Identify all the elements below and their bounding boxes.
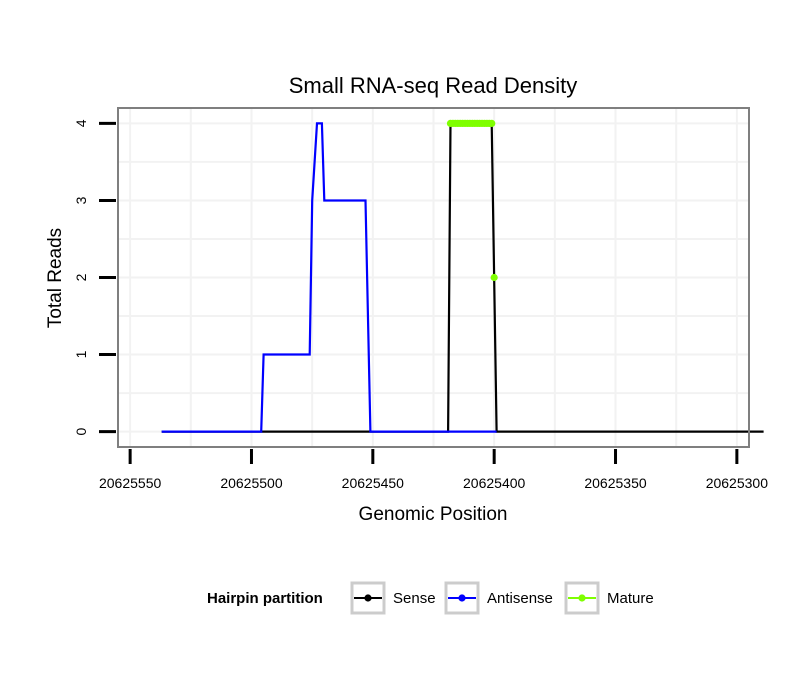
data-point-mature xyxy=(490,273,498,282)
x-tick-label: 20625350 xyxy=(584,475,647,491)
plot-panel xyxy=(118,108,749,447)
y-tick-label: 3 xyxy=(73,196,89,204)
panel-border xyxy=(117,107,750,448)
x-tick-label: 20625450 xyxy=(342,475,405,491)
x-tick-label: 20625500 xyxy=(220,475,283,491)
series-layer xyxy=(161,119,764,433)
legend: Hairpin partition Sense Antisense Mature xyxy=(207,581,654,615)
y-tick-label: 1 xyxy=(73,350,89,358)
chart-title: Small RNA-seq Read Density xyxy=(289,73,578,98)
x-tick-label: 20625550 xyxy=(99,475,162,491)
series-line-antisense xyxy=(161,122,497,433)
legend-title: Hairpin partition xyxy=(207,590,323,607)
y-tick-label: 0 xyxy=(73,427,89,435)
axes: 20625550 20625500 20625450 20625400 20625350… xyxy=(73,107,769,491)
legend-label-antisense: Antisense xyxy=(487,590,553,607)
legend-label-mature: Mature xyxy=(607,590,654,607)
y-tick-label: 4 xyxy=(73,119,89,127)
x-axis-title: Genomic Position xyxy=(359,504,508,525)
y-axis-title: Total Reads xyxy=(45,228,66,328)
x-tick-label: 20625400 xyxy=(463,475,526,491)
legend-key-point xyxy=(364,594,372,602)
x-tick-label: 20625300 xyxy=(706,475,769,491)
y-tick-label: 2 xyxy=(73,273,89,281)
data-point-mature xyxy=(488,119,496,128)
legend-key-point xyxy=(458,594,466,602)
legend-key-point xyxy=(578,594,586,602)
legend-label-sense: Sense xyxy=(393,590,436,607)
